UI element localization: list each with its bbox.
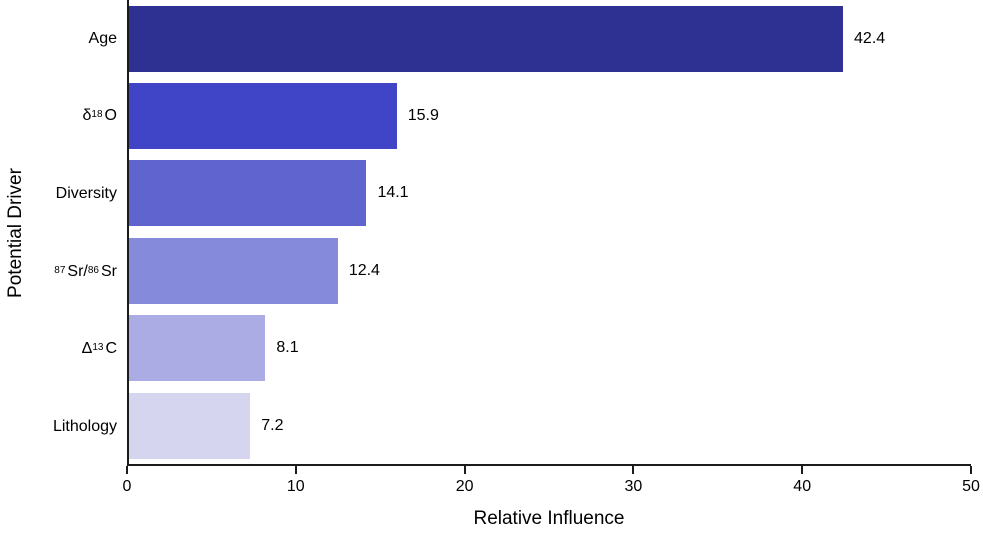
bar-value-label: 8.1 bbox=[276, 339, 299, 357]
plot-area: 42.4 15.9 14.1 12.4 8.1 7.2 bbox=[127, 0, 971, 466]
bar-value-label: 14.1 bbox=[377, 184, 409, 202]
x-tick-label: 40 bbox=[793, 478, 812, 495]
bar-row: 12.4 bbox=[129, 232, 971, 309]
bar-row: 15.9 bbox=[129, 77, 971, 154]
category-label-2: Diversity bbox=[55, 185, 117, 203]
bar-value-label: 15.9 bbox=[407, 107, 439, 125]
bar-row: 8.1 bbox=[129, 310, 971, 387]
x-tick bbox=[632, 466, 635, 474]
category-label-3: 87 Sr/ 86 Sr bbox=[54, 262, 117, 280]
bar-row: 14.1 bbox=[129, 155, 971, 232]
bar-2 bbox=[129, 160, 367, 227]
x-tick bbox=[801, 466, 804, 474]
x-tick-label: 0 bbox=[122, 478, 132, 495]
bar-1 bbox=[129, 83, 397, 150]
x-tick-label: 50 bbox=[962, 478, 980, 495]
x-tick-label: 30 bbox=[624, 478, 643, 495]
bar-value-label: 7.2 bbox=[261, 416, 284, 434]
x-tick bbox=[463, 466, 466, 474]
x-tick bbox=[970, 466, 972, 474]
x-tick bbox=[126, 466, 128, 474]
x-axis: 0 10 20 30 40 50 bbox=[123, 466, 980, 512]
bar-row: 42.4 bbox=[129, 0, 971, 77]
x-tick bbox=[294, 466, 297, 474]
bar-4 bbox=[129, 315, 266, 382]
category-label-1: δ 18 O bbox=[82, 107, 117, 125]
category-label-0: Age bbox=[88, 29, 117, 47]
x-tick-label: 20 bbox=[455, 478, 474, 495]
bar-value-label: 12.4 bbox=[348, 261, 380, 279]
bar-3 bbox=[129, 237, 338, 304]
category-label-5: Lithology bbox=[52, 418, 117, 436]
bar-5 bbox=[129, 392, 251, 459]
bar-0 bbox=[129, 5, 844, 72]
bar-value-label: 42.4 bbox=[854, 29, 886, 47]
bar-row: 7.2 bbox=[129, 387, 971, 464]
y-axis-category-labels: Age δ 18 O Diversity 87 Sr/ 86 Sr Δ 13 C Lithology bbox=[0, 0, 117, 466]
x-tick-label: 10 bbox=[286, 478, 305, 495]
category-label-4: Δ 13 C bbox=[81, 340, 117, 358]
x-axis-title: Relative Influence bbox=[473, 508, 625, 529]
